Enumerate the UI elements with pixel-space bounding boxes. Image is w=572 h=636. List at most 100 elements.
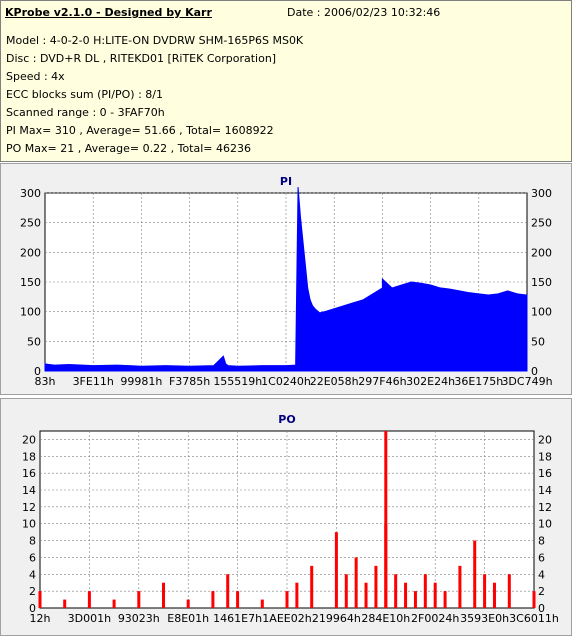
po-bar: [394, 574, 398, 608]
x-tick-label: 284E10h: [361, 612, 410, 625]
po-bar: [260, 599, 264, 608]
scan-date: Date : 2006/02/23 10:32:46: [287, 6, 441, 19]
x-tick-label: 3DC749h: [501, 375, 552, 388]
y-tick-label-left: 8: [29, 535, 36, 548]
y-tick-label-left: 10: [22, 518, 36, 531]
y-tick-label-right: 8: [538, 535, 545, 548]
po-bar: [384, 523, 388, 608]
info-po-stats: PO Max= 21 , Average= 0.22 , Total= 4623…: [6, 142, 251, 155]
po-bar: [226, 574, 230, 608]
info-ecc: ECC blocks sum (PI/PO) : 8/1: [6, 88, 163, 101]
po-bar: [285, 591, 289, 608]
po-bar: [310, 565, 314, 608]
po-bar: [334, 532, 338, 608]
y-tick-label-left: 150: [20, 276, 41, 289]
po-bar: [38, 591, 42, 608]
x-tick-label: 12h: [30, 612, 51, 625]
y-tick-label-right: 14: [538, 484, 552, 497]
x-tick-label: 3593E0h: [460, 612, 509, 625]
po-bar: [236, 591, 240, 608]
x-tick-label: 1461E7h: [213, 612, 262, 625]
y-tick-label-left: 2: [29, 585, 36, 598]
po-bar: [458, 565, 462, 608]
po-bar: [63, 599, 67, 608]
app-title: KProbe v2.1.0 - Designed by Karr: [5, 6, 212, 19]
po-bar: [483, 574, 487, 608]
po-bar: [413, 591, 417, 608]
po-bar: [443, 591, 447, 608]
x-tick-label: 93023h: [118, 612, 160, 625]
info-pi-stats: PI Max= 310 , Average= 51.66 , Total= 16…: [6, 124, 274, 137]
po-bar: [295, 582, 299, 608]
y-tick-label-right: 10: [538, 518, 552, 531]
chart-title: PI: [280, 175, 292, 188]
x-tick-label: 22E058h: [310, 375, 359, 388]
y-tick-label-right: 6: [538, 551, 545, 564]
y-tick-label-right: 0: [531, 365, 538, 378]
pi-chart-panel: PI 0 0 50 50 100 100 150 150 200 200 250 250 300 300 83…: [0, 163, 572, 395]
y-tick-label-left: 20: [22, 433, 36, 446]
x-tick-label: F3785h: [169, 375, 210, 388]
y-tick-label-left: 200: [20, 246, 41, 259]
y-tick-label-right: 12: [538, 501, 552, 514]
x-tick-label: 3D001h: [68, 612, 111, 625]
po-bar: [354, 557, 358, 608]
info-speed: Speed : 4x: [6, 70, 65, 83]
y-tick-label-left: 0: [34, 365, 41, 378]
x-tick-label: 155519h: [213, 375, 262, 388]
y-tick-label-right: 20: [538, 433, 552, 446]
po-bar: [473, 540, 477, 608]
y-tick-label-left: 18: [22, 450, 36, 463]
y-tick-label-left: 6: [29, 551, 36, 564]
y-tick-label-left: 50: [27, 335, 41, 348]
po-bar: [186, 599, 190, 608]
y-tick-label-right: 300: [531, 187, 552, 200]
y-tick-label-right: 0: [538, 602, 545, 615]
y-tick-label-left: 100: [20, 306, 41, 319]
y-tick-label-right: 16: [538, 467, 552, 480]
y-tick-label-left: 300: [20, 187, 41, 200]
y-tick-label-left: 4: [29, 568, 36, 581]
x-tick-label: E8E01h: [167, 612, 209, 625]
y-tick-label-right: 100: [531, 306, 552, 319]
y-tick-label-left: 0: [29, 602, 36, 615]
po-bar: [137, 591, 141, 608]
y-tick-label-right: 200: [531, 246, 552, 259]
po-bar: [384, 431, 388, 608]
y-tick-label-right: 4: [538, 568, 545, 581]
y-tick-label-right: 250: [531, 217, 552, 230]
x-tick-label: 297F46h: [358, 375, 406, 388]
po-bar: [404, 582, 408, 608]
x-tick-label: 219964h: [312, 612, 361, 625]
po-bar: [162, 582, 165, 608]
y-tick-label-right: 150: [531, 276, 552, 289]
po-bar: [112, 599, 116, 608]
y-tick-label-right: 50: [531, 335, 545, 348]
x-tick-label: 302E24h: [406, 375, 455, 388]
y-tick-label-right: 2: [538, 585, 545, 598]
po-chart-panel: PO 0 0 2 2 4 4 6 6 8 8 10 10 12 12 14 14 16 16 18 18 20 20 12h 3…: [0, 398, 572, 636]
po-bar: [364, 582, 368, 608]
x-tick-label: 1AEE02h: [262, 612, 311, 625]
po-bar: [87, 591, 91, 608]
x-tick-label: 2F0024h: [411, 612, 459, 625]
po-bar: [433, 582, 437, 608]
po-bar: [492, 582, 496, 608]
info-model: Model : 4-0-2-0 H:LITE-ON DVDRW SHM-165P…: [6, 34, 304, 47]
pi-series-area: [44, 187, 528, 372]
x-tick-label: 83h: [35, 375, 56, 388]
y-tick-label-left: 250: [20, 217, 41, 230]
po-bar: [423, 574, 427, 608]
chart-title: PO: [278, 413, 295, 426]
info-range: Scanned range : 0 - 3FAF70h: [6, 106, 165, 119]
pi-chart: PI 0 0 50 50 100 100 150 150 200 200 250 250 300 300 83…: [20, 175, 553, 388]
y-tick-label-left: 16: [22, 467, 36, 480]
po-chart: PO 0 0 2 2 4 4 6 6 8 8 10 10 12 12 14 14 16 16 18 18 20 20 12h 3…: [22, 413, 559, 625]
po-bar: [532, 591, 536, 608]
y-tick-label-right: 18: [538, 450, 552, 463]
po-bar: [374, 565, 378, 608]
x-tick-label: 3C6011h: [509, 612, 559, 625]
info-panel: KProbe v2.1.0 - Designed by Karr Date : …: [0, 0, 572, 162]
y-tick-label-left: 14: [22, 484, 36, 497]
info-disc: Disc : DVD+R DL , RITEKD01 [RiTEK Corpor…: [6, 52, 277, 65]
